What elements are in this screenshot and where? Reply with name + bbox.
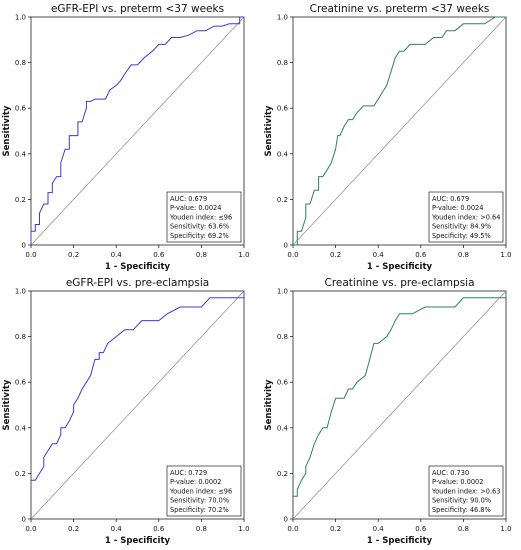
x-tick-label: 0.4: [373, 251, 385, 259]
stats-line: Sensitivity: 90.0%: [432, 497, 491, 505]
stats-line: P-value: 0.0002: [432, 478, 483, 486]
x-axis-label: 1 - Specificity: [105, 536, 171, 546]
stats-line: AUC: 0.730: [432, 469, 469, 477]
stats-line: Specificity: 49.5%: [432, 232, 491, 240]
stats-line: Youden index: ≤96: [169, 213, 232, 221]
stats-line: Specificity: 70.2%: [170, 506, 229, 514]
roc-panel: Creatinine vs. preterm <37 weeks 0.0 0.2 0.…: [264, 3, 512, 272]
stats-line: Youden index: >0.63: [431, 487, 500, 495]
y-tick-label: 0.4: [15, 424, 27, 432]
x-tick-label: 0.6: [153, 251, 165, 259]
y-tick-label: 1.0: [277, 288, 288, 296]
stats-line: Specificity: 69.2%: [170, 232, 229, 240]
y-tick-label: 1.0: [15, 14, 26, 22]
y-tick-label: 0.6: [15, 105, 27, 113]
x-tick-label: 0.0: [25, 525, 36, 533]
x-tick-label: 1.0: [238, 525, 249, 533]
chart-title: Creatinine vs. preterm <37 weeks: [310, 3, 490, 15]
y-axis-label: Sensitivity: [264, 379, 274, 430]
y-tick-label: 0.2: [277, 470, 288, 478]
stats-line: Sensitivity: 70.0%: [170, 497, 229, 505]
x-tick-label: 0.8: [458, 525, 469, 533]
x-tick-label: 0.0: [25, 251, 36, 259]
y-tick-label: 0.6: [15, 379, 27, 387]
x-tick-label: 1.0: [238, 251, 249, 259]
y-tick-label: 0: [284, 242, 288, 250]
x-tick-label: 0.2: [68, 525, 79, 533]
roc-curve: [31, 291, 245, 481]
y-tick-label: 0.2: [15, 196, 26, 204]
x-tick-label: 0.2: [330, 251, 341, 259]
stats-line: P-value: 0.0024: [170, 204, 221, 212]
roc-curve: [30, 16, 244, 245]
roc-panel: eGFR-EPI vs. pre-eclampsia 0.0 0.2 0.4 0.6 0.…: [2, 277, 250, 546]
stats-box: [428, 465, 504, 517]
y-tick-label: 0.8: [277, 333, 288, 341]
y-tick-label: 0.2: [15, 470, 26, 478]
y-tick-label: 0.4: [277, 150, 289, 158]
x-axis-label: 1 - Specificity: [367, 262, 433, 272]
x-tick-label: 0.8: [458, 251, 469, 259]
stats-line: Youden index: ≤96: [169, 487, 232, 495]
y-axis-label: Sensitivity: [264, 105, 274, 156]
stats-line: P-value: 0.0002: [170, 478, 221, 486]
stats-line: Sensitivity: 63.6%: [170, 223, 229, 231]
stats-line: Sensitivity: 84.9%: [432, 223, 491, 231]
x-tick-label: 0.0: [287, 525, 298, 533]
y-tick-label: 0.8: [277, 59, 288, 67]
y-tick-label: 0: [22, 516, 26, 524]
stats-line: AUC: 0.729: [170, 469, 207, 477]
reference-diagonal: [30, 290, 245, 520]
y-tick-label: 1.0: [15, 288, 26, 296]
roc-panel: Creatinine vs. pre-eclampsia 0.0 0.2 0.4 0.6…: [264, 277, 512, 546]
y-tick-label: 0.6: [277, 105, 289, 113]
y-tick-label: 0: [22, 242, 26, 250]
y-axis-label: Sensitivity: [2, 105, 12, 156]
x-axis-label: 1 - Specificity: [105, 262, 171, 272]
x-tick-label: 0.2: [330, 525, 341, 533]
y-tick-label: 0.8: [15, 59, 26, 67]
y-tick-label: 1.0: [277, 14, 288, 22]
stats-line: Specificity: 46.8%: [432, 506, 491, 514]
chart-title: Creatinine vs. pre-eclampsia: [324, 277, 474, 289]
stats-line: Youden index: >0.64: [431, 213, 500, 221]
stats-line: AUC: 0.679: [432, 195, 469, 203]
x-tick-label: 1.0: [500, 525, 511, 533]
reference-diagonal: [30, 16, 245, 246]
y-tick-label: 0: [284, 516, 288, 524]
x-tick-label: 0.8: [196, 525, 207, 533]
chart-title: eGFR-EPI vs. pre-eclampsia: [66, 277, 209, 289]
x-axis-label: 1 - Specificity: [367, 536, 433, 546]
y-tick-label: 0.6: [277, 379, 289, 387]
stats-box: [166, 191, 242, 243]
x-tick-label: 0.8: [196, 251, 207, 259]
stats-line: AUC: 0.679: [170, 195, 207, 203]
y-tick-label: 0.2: [277, 196, 288, 204]
x-tick-label: 0.6: [415, 525, 427, 533]
y-tick-label: 0.8: [15, 333, 26, 341]
x-tick-label: 0.4: [111, 251, 123, 259]
stats-box: [428, 191, 504, 243]
y-tick-label: 0.4: [15, 150, 27, 158]
stats-line: P-value: 0.0024: [432, 204, 483, 212]
x-tick-label: 0.2: [68, 251, 79, 259]
roc-panel: eGFR-EPI vs. preterm <37 weeks 0.0 0.2 0.4 0…: [2, 3, 250, 272]
x-tick-label: 1.0: [500, 251, 511, 259]
x-tick-label: 0.6: [415, 251, 427, 259]
y-tick-label: 0.4: [277, 424, 289, 432]
stats-box: [166, 465, 242, 517]
x-tick-label: 0.4: [111, 525, 123, 533]
x-tick-label: 0.6: [153, 525, 165, 533]
reference-diagonal: [292, 290, 507, 520]
chart-title: eGFR-EPI vs. preterm <37 weeks: [51, 3, 224, 15]
roc-curve: [293, 291, 507, 497]
x-tick-label: 0.4: [373, 525, 385, 533]
y-axis-label: Sensitivity: [2, 379, 12, 430]
x-tick-label: 0.0: [287, 251, 298, 259]
reference-diagonal: [292, 16, 507, 246]
roc-curve: [293, 16, 506, 246]
